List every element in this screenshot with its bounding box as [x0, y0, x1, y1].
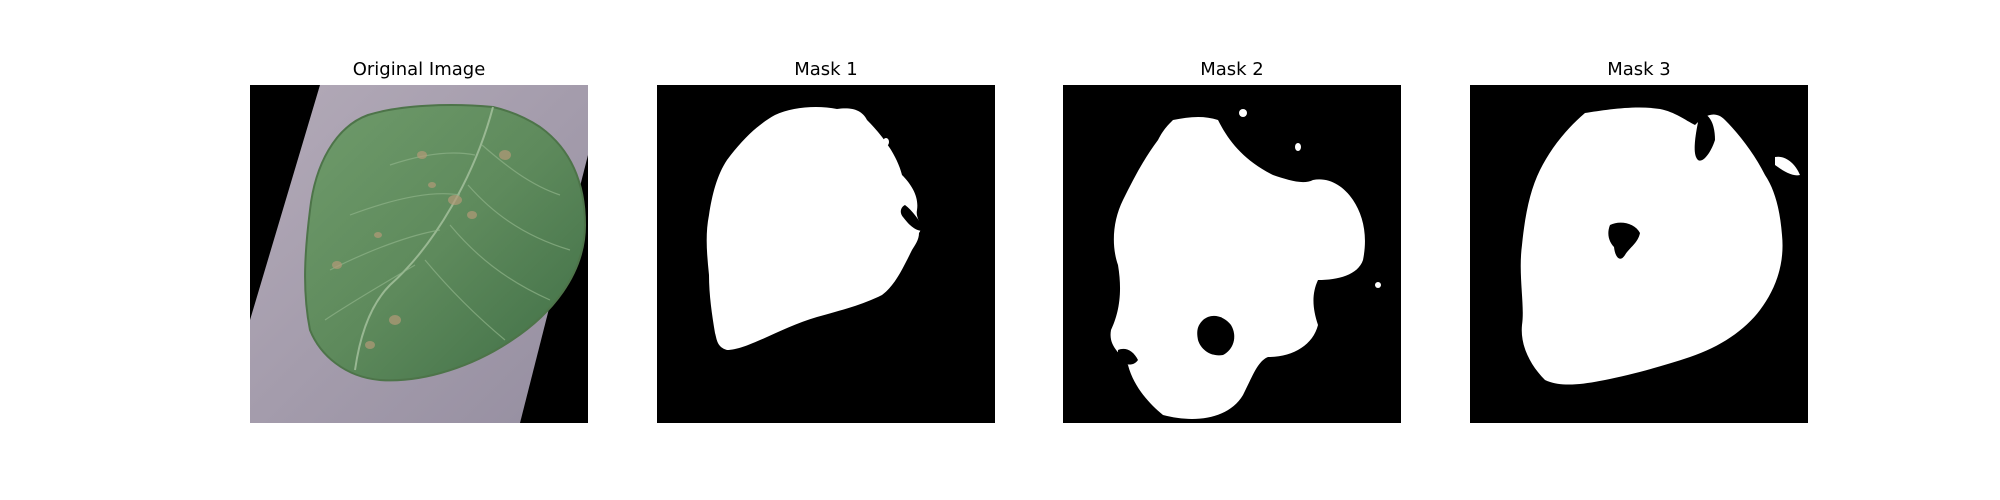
mask-2-dot-3 — [1375, 282, 1381, 288]
mask-3-hole — [1608, 222, 1640, 259]
panel-title-mask-2: Mask 2 — [1200, 59, 1264, 80]
mask-1-hole — [900, 205, 925, 231]
mask-1-dot-1 — [856, 143, 862, 149]
mask-2-dot-1 — [1239, 109, 1247, 117]
mask-2-notch — [1118, 348, 1138, 365]
mask-1-dot-2 — [883, 138, 889, 146]
mask-1-foreground — [706, 107, 921, 350]
mask-2 — [1063, 85, 1401, 423]
leaf — [304, 104, 587, 382]
mask-1-image — [657, 85, 995, 423]
mask-3-notch — [1694, 113, 1715, 161]
mask-2-dot-2 — [1295, 143, 1301, 151]
mask-3 — [1470, 85, 1808, 423]
original-image — [250, 85, 588, 423]
leaf-spots — [332, 150, 511, 349]
panel-title-mask-3: Mask 3 — [1607, 59, 1671, 80]
panel-title-mask-1: Mask 1 — [794, 59, 858, 80]
mask-3-fragment — [1775, 156, 1800, 176]
mask-2-image — [1063, 85, 1401, 423]
leaf-photo — [250, 85, 588, 423]
mask-1-notch — [915, 262, 932, 275]
mask-2-hole — [1197, 315, 1235, 356]
mask-2-foreground — [1110, 116, 1365, 419]
mask-1 — [657, 85, 995, 423]
leaf-veins — [324, 144, 571, 341]
mask-3-image — [1470, 85, 1808, 423]
mask-3-foreground — [1520, 107, 1783, 385]
panel-title-original: Original Image — [352, 59, 486, 80]
